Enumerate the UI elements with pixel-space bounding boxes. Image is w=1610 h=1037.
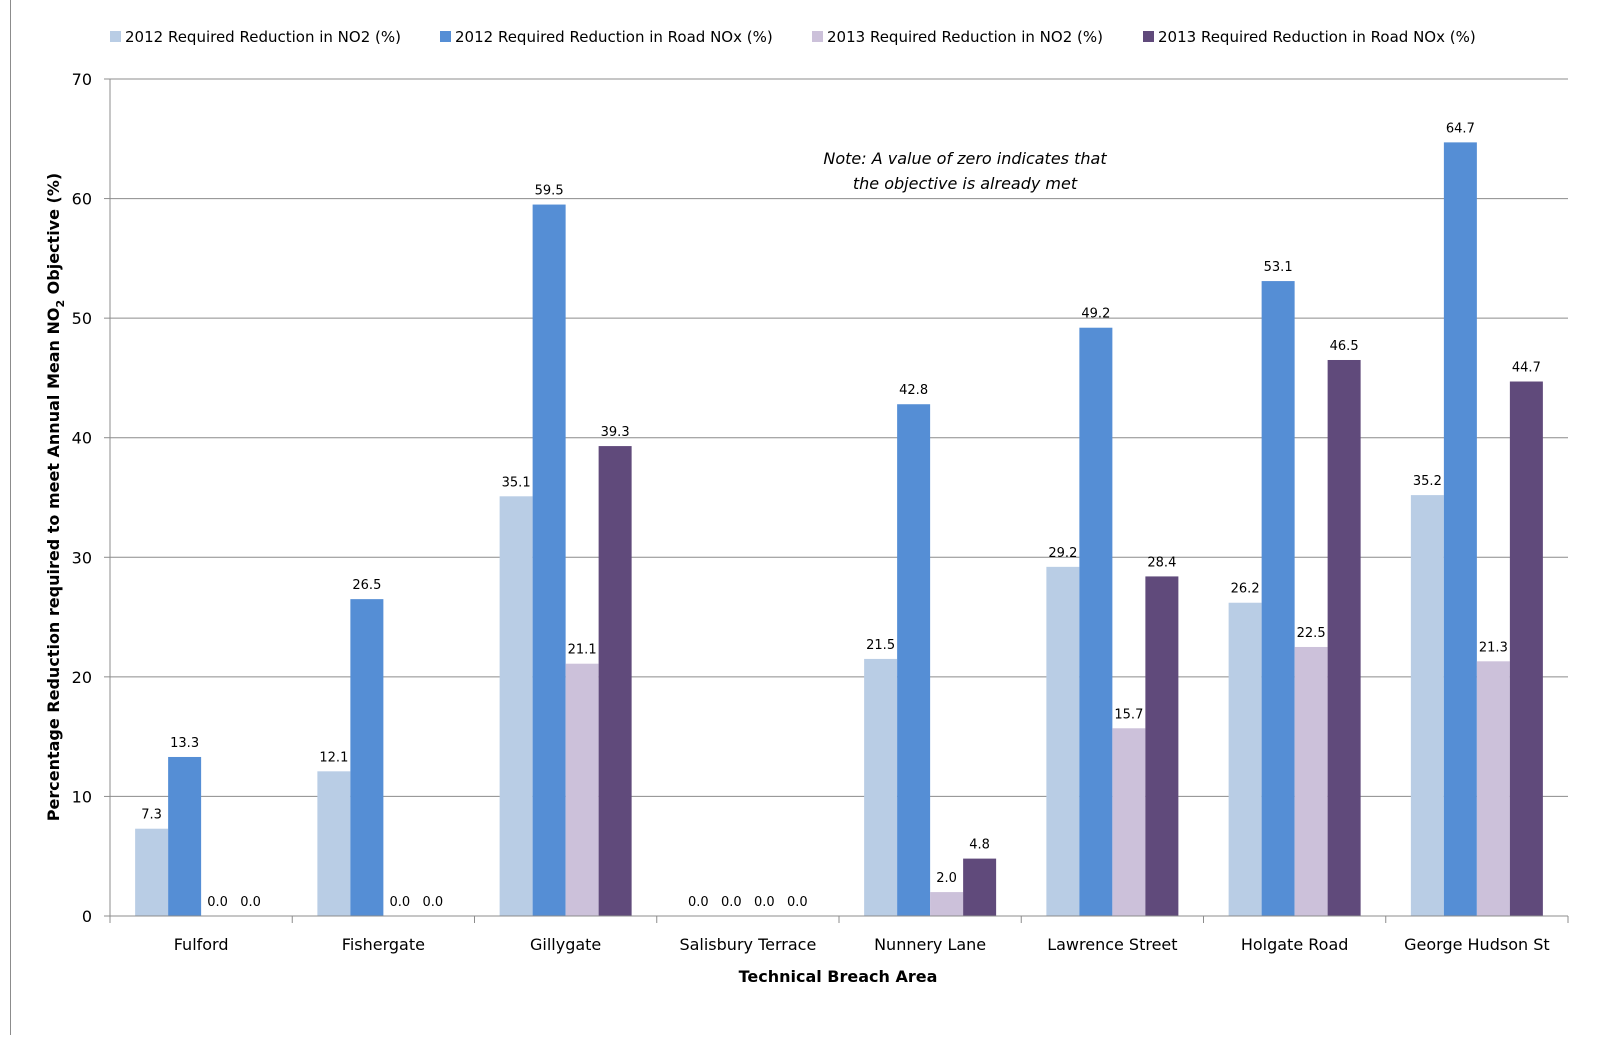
legend-label: 2013 Required Reduction in NO2 (%) — [827, 28, 1103, 46]
bar — [1294, 646, 1328, 916]
data-label: 7.3 — [141, 808, 162, 823]
data-label: 0.0 — [721, 895, 742, 910]
data-labels: 7.3 13.3 0.0 0.0 12.1 26.5 0.0 0.0 35.1 59.5 21.1 3… — [141, 121, 1541, 910]
bar — [1509, 381, 1543, 916]
bar — [565, 663, 599, 916]
data-label: 44.7 — [1512, 361, 1541, 376]
data-label: 28.4 — [1147, 555, 1176, 570]
annotation-line-1: Note: A value of zero indicates that — [823, 149, 1107, 168]
bar — [963, 858, 997, 916]
data-label: 13.3 — [170, 736, 199, 751]
category-label: Lawrence Street — [1047, 935, 1177, 954]
bar — [930, 892, 964, 916]
data-label: 29.2 — [1048, 546, 1077, 561]
data-label: 53.1 — [1264, 260, 1293, 275]
data-label: 0.0 — [754, 895, 775, 910]
data-label: 21.3 — [1479, 640, 1508, 655]
data-label: 39.3 — [601, 425, 630, 440]
y-tick-label: 50 — [72, 309, 92, 328]
category-label: Salisbury Terrace — [679, 935, 816, 954]
legend-swatch — [110, 31, 121, 42]
data-label: 2.0 — [936, 871, 957, 886]
data-label: 4.8 — [969, 838, 990, 853]
bar — [350, 599, 384, 916]
bar — [1046, 566, 1080, 916]
data-label: 0.0 — [688, 895, 709, 910]
category-label: Fishergate — [342, 935, 425, 954]
data-label: 21.5 — [866, 638, 895, 653]
data-label: 0.0 — [390, 895, 411, 910]
bar — [1228, 602, 1262, 916]
bar — [1261, 281, 1295, 917]
bar — [168, 756, 202, 916]
data-label: 26.5 — [352, 578, 381, 593]
data-label: 0.0 — [240, 895, 261, 910]
data-label: 21.1 — [568, 643, 597, 658]
data-label: 59.5 — [535, 184, 564, 199]
category-label: Fulford — [174, 935, 229, 954]
bar — [864, 658, 898, 916]
category-label: George Hudson St — [1404, 935, 1550, 954]
bar — [1112, 728, 1146, 916]
axes — [104, 78, 1569, 923]
bar — [1476, 661, 1510, 916]
bar — [1410, 495, 1444, 916]
data-label: 0.0 — [423, 895, 444, 910]
category-label: Nunnery Lane — [874, 935, 986, 954]
y-axis-title: Percentage Reduction required to meet An… — [44, 173, 67, 821]
bar — [598, 446, 632, 916]
legend-label: 2013 Required Reduction in Road NOx (%) — [1158, 28, 1476, 46]
chart-frame — [10, 0, 1608, 1035]
bar — [1443, 142, 1477, 916]
bar — [135, 828, 169, 916]
legend: 2012 Required Reduction in NO2 (%) 2012 R… — [110, 28, 1476, 46]
category-label: Holgate Road — [1241, 935, 1349, 954]
bar — [499, 496, 533, 916]
y-tick-label: 40 — [72, 429, 92, 448]
legend-swatch — [812, 31, 823, 42]
data-label: 15.7 — [1114, 707, 1143, 722]
y-tick-label: 20 — [72, 668, 92, 687]
bar — [1079, 327, 1113, 916]
category-label: Gillygate — [530, 935, 601, 954]
y-tick-label: 30 — [72, 548, 92, 567]
y-axis-title-subscript: 2 — [54, 300, 67, 308]
data-label: 46.5 — [1330, 339, 1359, 354]
data-label: 26.2 — [1231, 582, 1260, 597]
legend-swatch — [1143, 31, 1154, 42]
bar — [532, 204, 566, 917]
y-tick-label: 70 — [72, 70, 92, 89]
bars — [135, 142, 1543, 917]
legend-swatch — [440, 31, 451, 42]
bar — [317, 771, 351, 916]
bar — [1327, 359, 1361, 916]
y-tick-label: 60 — [72, 190, 92, 209]
annotation-line-2: the objective is already met — [853, 174, 1078, 193]
data-label: 49.2 — [1081, 307, 1110, 322]
y-tick-label: 0 — [82, 907, 92, 926]
data-label: 35.2 — [1413, 474, 1442, 489]
data-label: 42.8 — [899, 383, 928, 398]
data-label: 12.1 — [319, 750, 348, 765]
bar — [1145, 576, 1179, 916]
data-label: 35.1 — [502, 475, 531, 490]
bar — [897, 404, 931, 916]
x-axis-title: Technical Breach Area — [739, 967, 938, 986]
category-labels: Fulford Fishergate Gillygate Salisbury Terr… — [174, 935, 1550, 954]
data-label: 0.0 — [207, 895, 228, 910]
tick-labels: 0 10 20 30 40 50 60 70 — [72, 70, 92, 926]
y-axis-title-tail: Objective (%) — [44, 173, 63, 300]
legend-label: 2012 Required Reduction in NO2 (%) — [125, 28, 401, 46]
data-label: 22.5 — [1297, 626, 1326, 641]
y-axis-title-main: Percentage Reduction required to meet An… — [44, 308, 63, 822]
y-tick-label: 10 — [72, 787, 92, 806]
legend-label: 2012 Required Reduction in Road NOx (%) — [455, 28, 773, 46]
data-label: 0.0 — [787, 895, 808, 910]
data-label: 64.7 — [1446, 121, 1475, 136]
